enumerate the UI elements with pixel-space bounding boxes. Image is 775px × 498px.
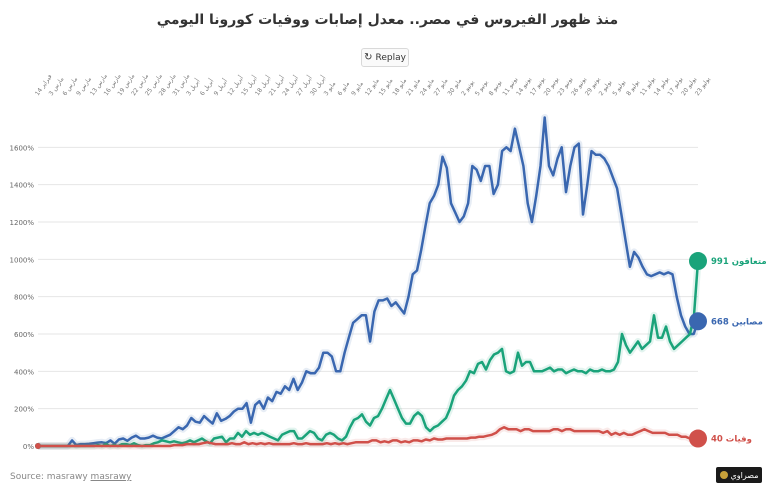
y-tick-label: 200% (14, 406, 34, 414)
series-line (38, 116, 700, 448)
y-tick-label: 1000% (10, 256, 35, 264)
y-tick-label: 600% (14, 331, 34, 339)
y-tick-label: 1200% (10, 219, 35, 227)
series-end-label: وفيات 40 (711, 435, 752, 445)
brand-logo: مصراوي (716, 467, 762, 483)
x-tick-label: مايو 6 (336, 80, 351, 97)
replay-button[interactable]: ↻ Replay (361, 48, 409, 67)
series-end-markers: مصابين 668 متعافون 991 وفيات 40 (35, 252, 767, 449)
y-tick-label: 400% (14, 368, 34, 376)
x-tick-label: يونيو 8 (488, 79, 504, 97)
series-start-point (35, 443, 41, 449)
series-end-label: مصابين 668 (711, 317, 763, 327)
logo-text: مصراوي (730, 470, 759, 480)
chart-series (38, 114, 702, 450)
source-link[interactable]: masrawy (90, 472, 132, 482)
series-line (38, 426, 698, 448)
x-tick-label: مايو 9 (350, 80, 365, 97)
source-note: Source: masrawy masrawy (10, 472, 131, 482)
series-end-point (689, 252, 707, 271)
series-end-point (689, 429, 707, 448)
y-tick-label: 800% (14, 294, 34, 302)
chart-title: منذ ظهور الفيروس في مصر.. معدل إصابات وو… (156, 12, 619, 28)
y-tick-label: 1400% (10, 182, 35, 190)
y-tick-label: 1600% (10, 144, 35, 152)
series-end-label: متعافون 991 (711, 257, 767, 267)
logo-mark-icon (719, 471, 728, 479)
series-end-point (689, 312, 707, 331)
y-axis-ticks: 0% 200% 400% 600% 800% 1000% 1200% 1400% 1600% (10, 144, 35, 451)
series-halo (38, 114, 702, 450)
replay-icon: ↻ (364, 51, 373, 63)
x-tick-label: يوليو 23 (694, 76, 712, 98)
source-prefix: Source: masrawy (10, 472, 91, 482)
x-tick-label: يوليو 5 (611, 79, 627, 97)
replay-label: Replay (375, 52, 406, 63)
x-tick-label: يونيو 5 (474, 79, 490, 97)
series-halo (38, 260, 702, 450)
chart-grid (38, 146, 698, 447)
x-tick-label: يوليو 8 (625, 79, 641, 97)
x-tick-label: مايو 3 (323, 80, 338, 97)
y-tick-label: 0% (23, 443, 34, 451)
